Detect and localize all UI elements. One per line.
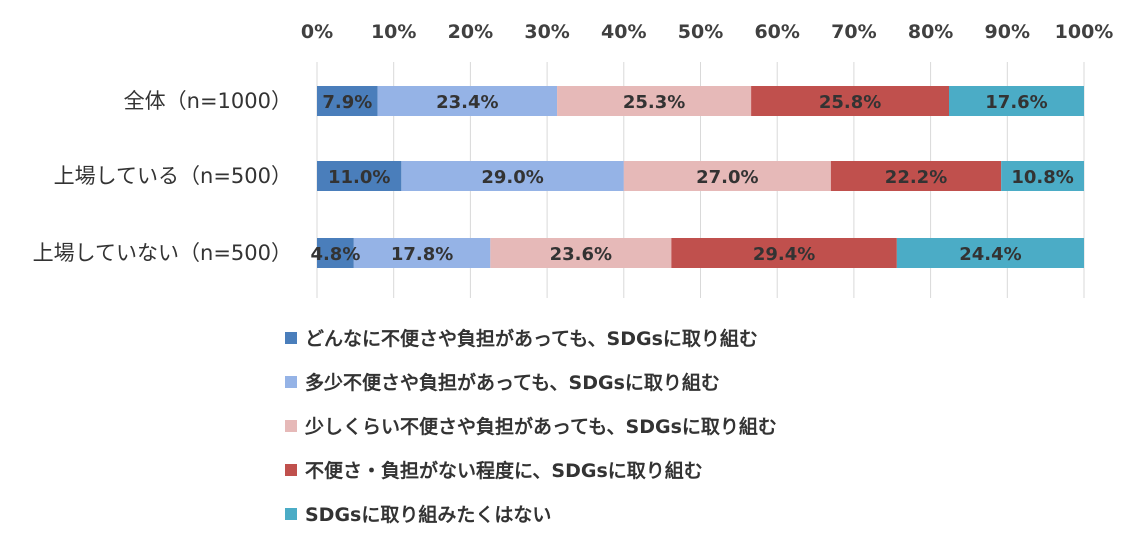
bar-segment [949, 86, 1084, 116]
x-tick-label: 30% [524, 21, 569, 43]
legend-label: 不便さ・負担がない程度に、SDGsに取り組む [305, 459, 703, 482]
bar-segment [353, 238, 491, 268]
x-tick-label: 70% [831, 21, 876, 43]
legend-label: どんなに不便さや負担があっても、SDGsに取り組む [305, 327, 758, 350]
data-label: 7.9% [322, 92, 372, 113]
data-label: 23.4% [436, 92, 498, 113]
data-label: 29.4% [753, 244, 815, 265]
category-label: 上場していない（n=500） [33, 241, 292, 265]
x-tick-label: 60% [754, 21, 799, 43]
bars [317, 86, 1084, 268]
x-axis-tick-labels: 0% 10% 20% 30% 40% 50% 60% 70% 80% 90% 100% [301, 21, 1113, 43]
legend-label: 少しくらい不便さや負担があっても、SDGsに取り組む [304, 415, 777, 438]
x-tick-label: 100% [1055, 21, 1114, 43]
data-label: 25.8% [819, 92, 881, 113]
legend-swatch [285, 464, 297, 476]
bar-segment [896, 238, 1084, 268]
data-label: 22.2% [885, 167, 947, 188]
category-label: 上場している（n=500） [54, 164, 292, 188]
x-tick-label: 80% [908, 21, 953, 43]
legend-swatch [285, 420, 297, 432]
bar-segment [490, 238, 672, 268]
legend-swatch [285, 508, 297, 520]
category-labels: 全体（n=1000） 上場している（n=500） 上場していない（n=500） [33, 89, 292, 265]
data-labels: 7.9% 23.4% 25.3% 25.8% 17.6% 11.0% 29.0% 27.0% 2… [310, 92, 1073, 265]
x-tick-label: 0% [301, 21, 333, 43]
bar-segment [1001, 161, 1084, 191]
legend-label: SDGsに取り組みたくはない [305, 503, 551, 526]
data-label: 17.6% [985, 92, 1047, 113]
legend-swatch [285, 376, 297, 388]
bar-segment [671, 238, 897, 268]
x-tick-label: 50% [678, 21, 723, 43]
x-tick-label: 10% [371, 21, 416, 43]
bar-segment [623, 161, 831, 191]
bar-segment [557, 86, 752, 116]
data-label: 24.4% [959, 244, 1021, 265]
bar-segment [377, 86, 558, 116]
bar-segment [751, 86, 950, 116]
bar-segment [317, 238, 354, 268]
data-label: 27.0% [696, 167, 758, 188]
data-label: 10.8% [1011, 167, 1073, 188]
data-label: 23.6% [550, 244, 612, 265]
x-tick-label: 90% [985, 21, 1030, 43]
data-label: 11.0% [328, 167, 390, 188]
bar-segment [401, 161, 624, 191]
legend-label: 多少不便さや負担があっても、SDGsに取り組む [305, 371, 720, 394]
data-label: 25.3% [623, 92, 685, 113]
legend-swatch [285, 332, 297, 344]
bar-segment [317, 161, 402, 191]
bar-segment [317, 86, 378, 116]
data-label: 4.8% [310, 244, 360, 265]
bar-segment [830, 161, 1002, 191]
x-tick-label: 20% [448, 21, 493, 43]
x-tick-label: 40% [601, 21, 646, 43]
category-label: 全体（n=1000） [124, 89, 292, 113]
data-label: 29.0% [481, 167, 543, 188]
data-label: 17.8% [391, 244, 453, 265]
legend: どんなに不便さや負担があっても、SDGsに取り組む多少不便さや負担があっても、S… [285, 327, 777, 526]
